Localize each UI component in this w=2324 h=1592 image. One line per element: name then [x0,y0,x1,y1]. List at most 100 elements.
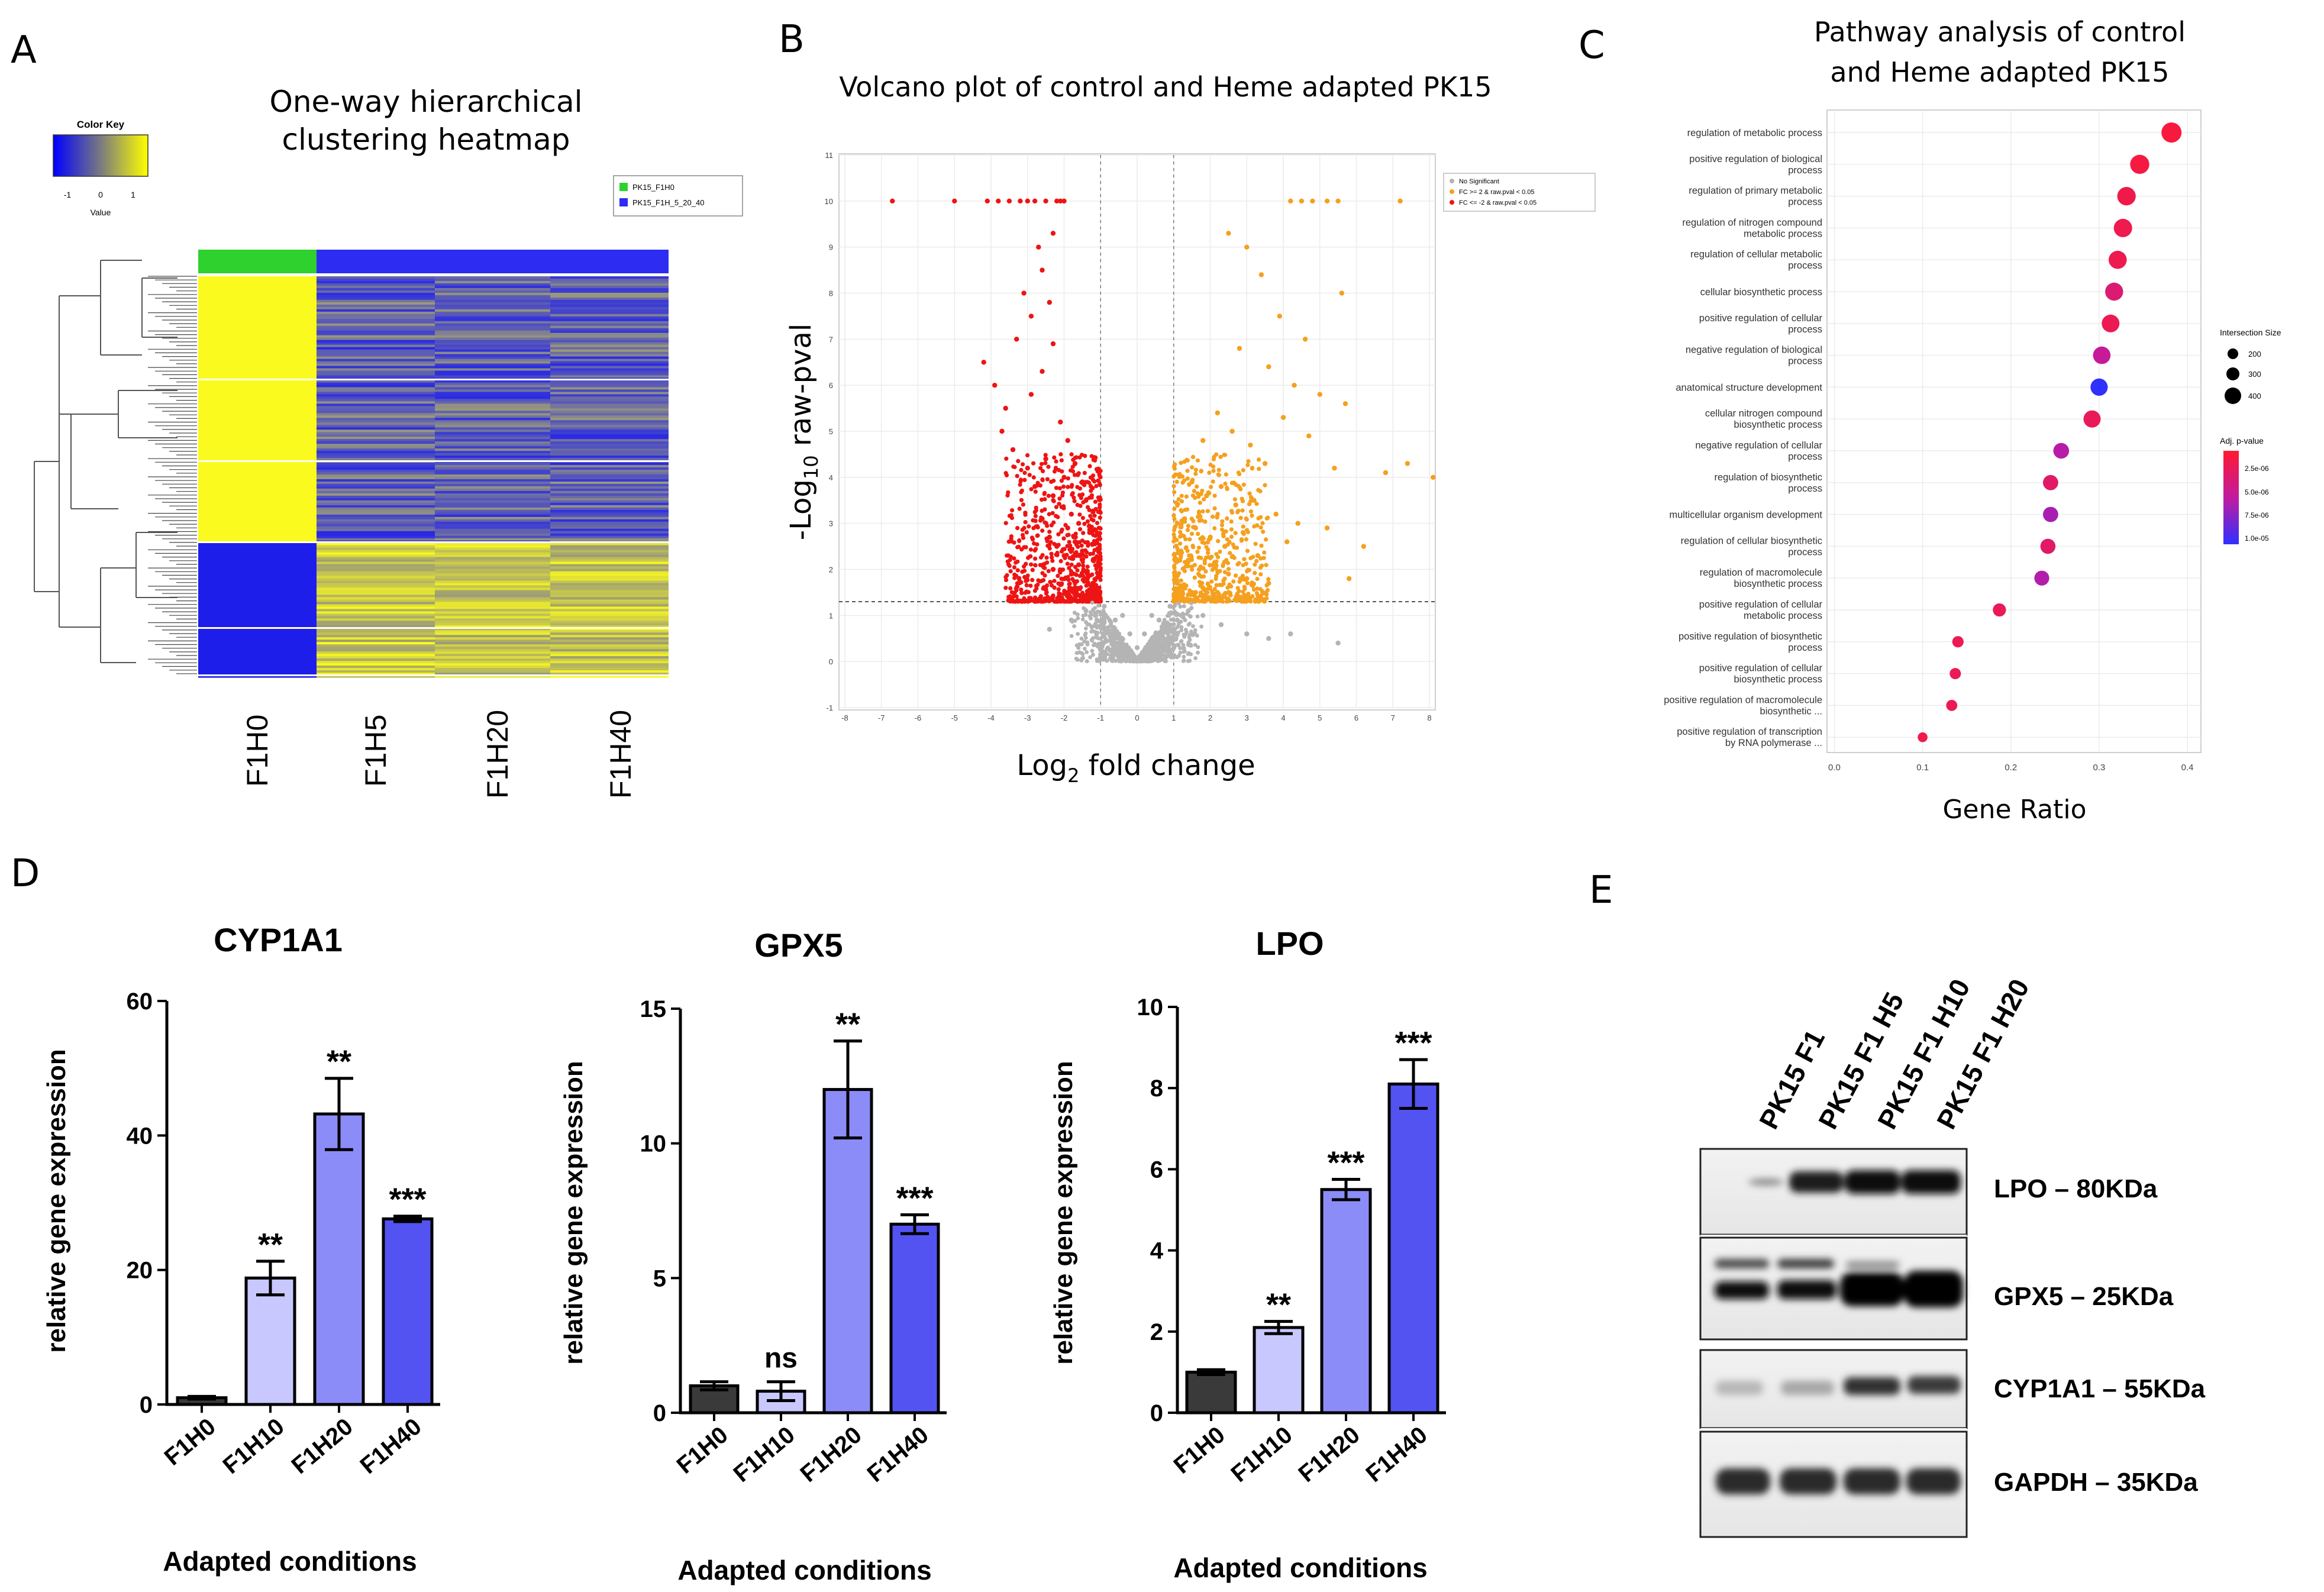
volcano-point-ns-dense [1122,644,1127,649]
volcano-point-up-dense [1172,599,1177,604]
volcano-point-down-dense [1096,466,1100,471]
volcano-point-up-dense [1175,595,1180,600]
volcano-point-ns-dense [1141,651,1145,656]
volcano-point-down-dense [1084,589,1089,593]
volcano-point-ns-dense [1152,647,1157,652]
volcano-point-down-dense [1038,595,1043,600]
volcano-point-down-dense [1035,542,1040,547]
volcano-point-ns-dense [1144,651,1148,655]
volcano-point-up-dense [1174,545,1179,550]
volcano-point-up-dense [1193,596,1198,601]
volcano-point-down-dense [1095,554,1099,558]
heatmap-cell [435,392,550,395]
volcano-point-up-dense [1214,559,1219,564]
heatmap-cell [317,311,435,315]
heatmap-cell [435,434,550,437]
pathway-xticks: 0.0 0.1 0.2 0.3 0.4 [1828,763,2193,773]
volcano-point-down-dense [1083,599,1088,604]
heatmap-cell [435,666,550,669]
volcano-point-up-dense [1192,563,1197,567]
volcano-point-down-dense [1042,573,1047,578]
volcano-point-ns-dense [1165,620,1170,625]
volcano-point-up-dense [1205,547,1211,552]
heatmap-cell [198,592,317,596]
volcano-point-ns-dense [1120,647,1125,652]
volcano-point-ns-dense [1095,658,1099,663]
volcano-point-up-dense [1247,568,1251,573]
volcano-point-ns-dense [1124,654,1128,659]
volcano-point-up-dense [1241,524,1245,529]
volcano-point-down-dense [1052,469,1057,474]
volcano-point-up [1193,590,1199,595]
volcano-point-ns-dense [1098,648,1102,653]
heatmap-cell [317,425,435,428]
volcano-point-ns-dense [1163,628,1167,633]
volcano-point-ns-dense [1091,608,1095,612]
volcano-point-ns-dense [1150,644,1154,649]
volcano-point-ns-dense [1135,657,1140,661]
volcano-point-ns-dense [1076,632,1080,636]
volcano-point-ns-dense [1160,645,1164,650]
volcano-point-up-dense [1216,592,1221,596]
volcano-point-up-dense [1255,598,1260,603]
volcano-point-down-dense [1057,468,1061,473]
heatmap-cell [435,571,550,574]
volcano-point-down-dense [1042,507,1047,512]
volcano-point-down-dense [1056,587,1061,592]
volcano-point-ns-dense [1151,650,1155,654]
volcano-point-ns-dense [1118,658,1122,663]
volcano-point-up-dense [1220,596,1225,600]
volcano-point-ns-dense [1142,654,1147,658]
volcano-point-down-dense [1089,599,1095,603]
volcano-point-up-dense [1202,561,1207,566]
heatmap-cell [198,458,317,461]
heatmap-cell [550,479,669,482]
volcano-point-up-dense [1171,552,1176,557]
volcano-point-ns-dense [1138,658,1143,662]
heatmap-cell [550,456,669,458]
volcano-point-ns-dense [1131,657,1135,662]
volcano-point-ns-dense [1169,651,1173,656]
heatmap-cell [435,356,550,360]
volcano-point-up-dense [1195,484,1199,489]
volcano-point-up-dense [1196,515,1200,519]
volcano-point-down-dense [1042,585,1047,590]
volcano-point-up-dense [1245,528,1250,532]
volcano-point-down-dense [1098,598,1103,603]
volcano-point-up-dense [1197,500,1202,505]
volcano-point-ns-dense [1132,658,1137,663]
heatmap-cell [198,321,317,324]
volcano-point-down-dense [1067,587,1072,592]
volcano-point-ns-dense [1121,646,1125,651]
pathway-term-label-line: biosynthetic process [1734,419,1823,430]
heatmap-cell [198,448,317,451]
volcano-point-down-dense [1031,526,1036,531]
heatmap-cell [435,585,550,589]
volcano-point-up-dense [1205,540,1210,545]
heatmap-cell [317,474,435,477]
volcano-point-down-dense [1074,573,1079,577]
volcano-point-up-dense [1196,555,1201,560]
volcano-point-up-dense [1189,593,1194,598]
volcano-point-ns-dense [1137,658,1142,663]
heatmap-cell [198,571,317,574]
volcano-point-ns-dense [1072,624,1076,628]
heatmap-cell [198,604,317,607]
heatmap-cell [317,316,435,319]
volcano-point-ns-dense [1125,652,1130,657]
bar-chart-y-tick-label: 4 [1150,1238,1164,1264]
volcano-point-ns-dense [1140,655,1145,660]
volcano-point-down-dense [1067,547,1072,552]
volcano-point-down-dense [1080,577,1085,582]
heatmap-cell [198,385,317,388]
volcano-point-ns-dense [1169,627,1173,631]
volcano-point-ns-dense [1111,631,1115,636]
volcano-point-ns-dense [1154,646,1159,651]
volcano-point-ns-dense [1142,658,1147,663]
volcano-point-down-dense [1066,593,1071,598]
volcano-point-ns-dense [1117,647,1122,652]
volcano-point-ns-dense [1097,657,1101,661]
volcano-point-ns-dense [1133,658,1137,663]
pathway-term-label: regulation of cellular biosynthetic proce… [1681,535,1822,557]
heatmap-cell [435,675,550,678]
